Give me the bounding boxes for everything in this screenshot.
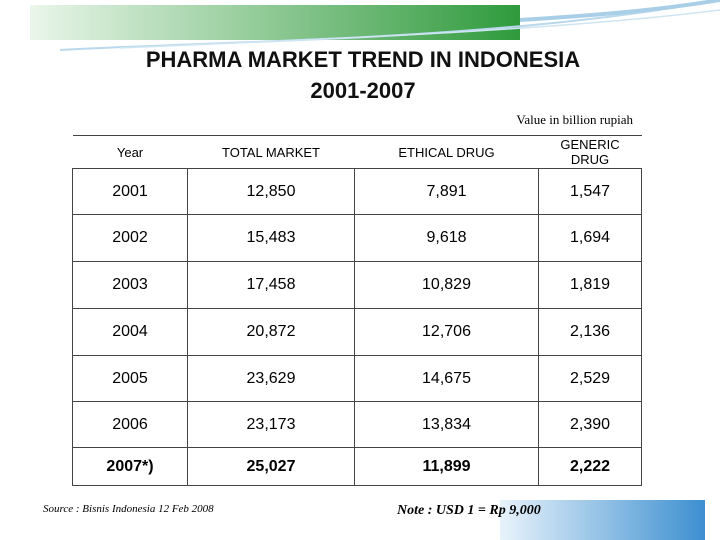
table-cell: 2,390 — [538, 401, 642, 448]
table-cell: 1,819 — [538, 261, 642, 309]
table-cell: 11,899 — [354, 447, 539, 486]
table-row: 2005 23,629 14,675 2,529 — [72, 355, 642, 402]
table-row: 2004 20,872 12,706 2,136 — [72, 308, 642, 356]
title-line: PHARMA MARKET TREND IN INDONESIA — [145, 47, 581, 72]
table-cell: 1,694 — [538, 214, 642, 262]
table-cell: 2002 — [72, 214, 188, 262]
table-cell: 2,222 — [538, 447, 642, 486]
table-row: 2003 17,458 10,829 1,819 — [72, 261, 642, 309]
unit-note: Value in billion rupiah — [516, 112, 633, 127]
table-row: 2001 12,850 7,891 1,547 — [72, 168, 642, 215]
table-cell: 2001 — [72, 168, 188, 215]
table-cell: 7,891 — [354, 168, 539, 215]
table-body: 2001 12,850 7,891 1,547 2002 15,483 9,618 1,694… — [72, 168, 642, 486]
table-cell: 12,706 — [354, 308, 539, 356]
column-header: ETHICAL DRUG — [354, 135, 539, 169]
table-cell: 23,629 — [187, 355, 355, 402]
table-cell: 20,872 — [187, 308, 355, 356]
note: Note : USD 1 = Rp 9,000 — [397, 503, 541, 518]
table-cell: 25,027 — [187, 447, 355, 486]
source: Source : Bisnis Indonesia 12 Feb 2008 — [43, 503, 214, 515]
title-line: 2001-2007 — [310, 78, 416, 103]
table-cell: 23,173 — [187, 401, 355, 448]
table-cell: 9,618 — [354, 214, 539, 262]
table-cell: 2005 — [72, 355, 188, 402]
data-table: Year TOTAL MARKET ETHICAL DRUG GENERIC DRUG… — [72, 135, 642, 486]
table-cell: 2,136 — [538, 308, 642, 356]
table-row: 2002 15,483 9,618 1,694 — [72, 214, 642, 262]
table-cell: 14,675 — [354, 355, 539, 402]
table-cell: 12,850 — [187, 168, 355, 215]
table-cell: 2003 — [72, 261, 188, 309]
table-cell: 2006 — [72, 401, 188, 448]
table-cell: 2004 — [72, 308, 188, 356]
title: PHARMA MARKET TREND IN INDONESIA 2001-20… — [0, 44, 720, 106]
column-header: Year — [72, 135, 188, 169]
table-row: 2007*) 25,027 11,899 2,222 — [72, 447, 642, 486]
table-cell: 1,547 — [538, 168, 642, 215]
table-cell: 17,458 — [187, 261, 355, 309]
column-header: TOTAL MARKET — [187, 135, 355, 169]
table-cell: 13,834 — [354, 401, 539, 448]
table-cell: 2,529 — [538, 355, 642, 402]
column-header: GENERIC DRUG — [538, 135, 642, 169]
table-cell: 10,829 — [354, 261, 539, 309]
table-cell: 2007*) — [72, 447, 188, 486]
table-row: 2006 23,173 13,834 2,390 — [72, 401, 642, 448]
table-cell: 15,483 — [187, 214, 355, 262]
header-row: Year TOTAL MARKET ETHICAL DRUG GENERIC DRUG — [72, 135, 642, 169]
